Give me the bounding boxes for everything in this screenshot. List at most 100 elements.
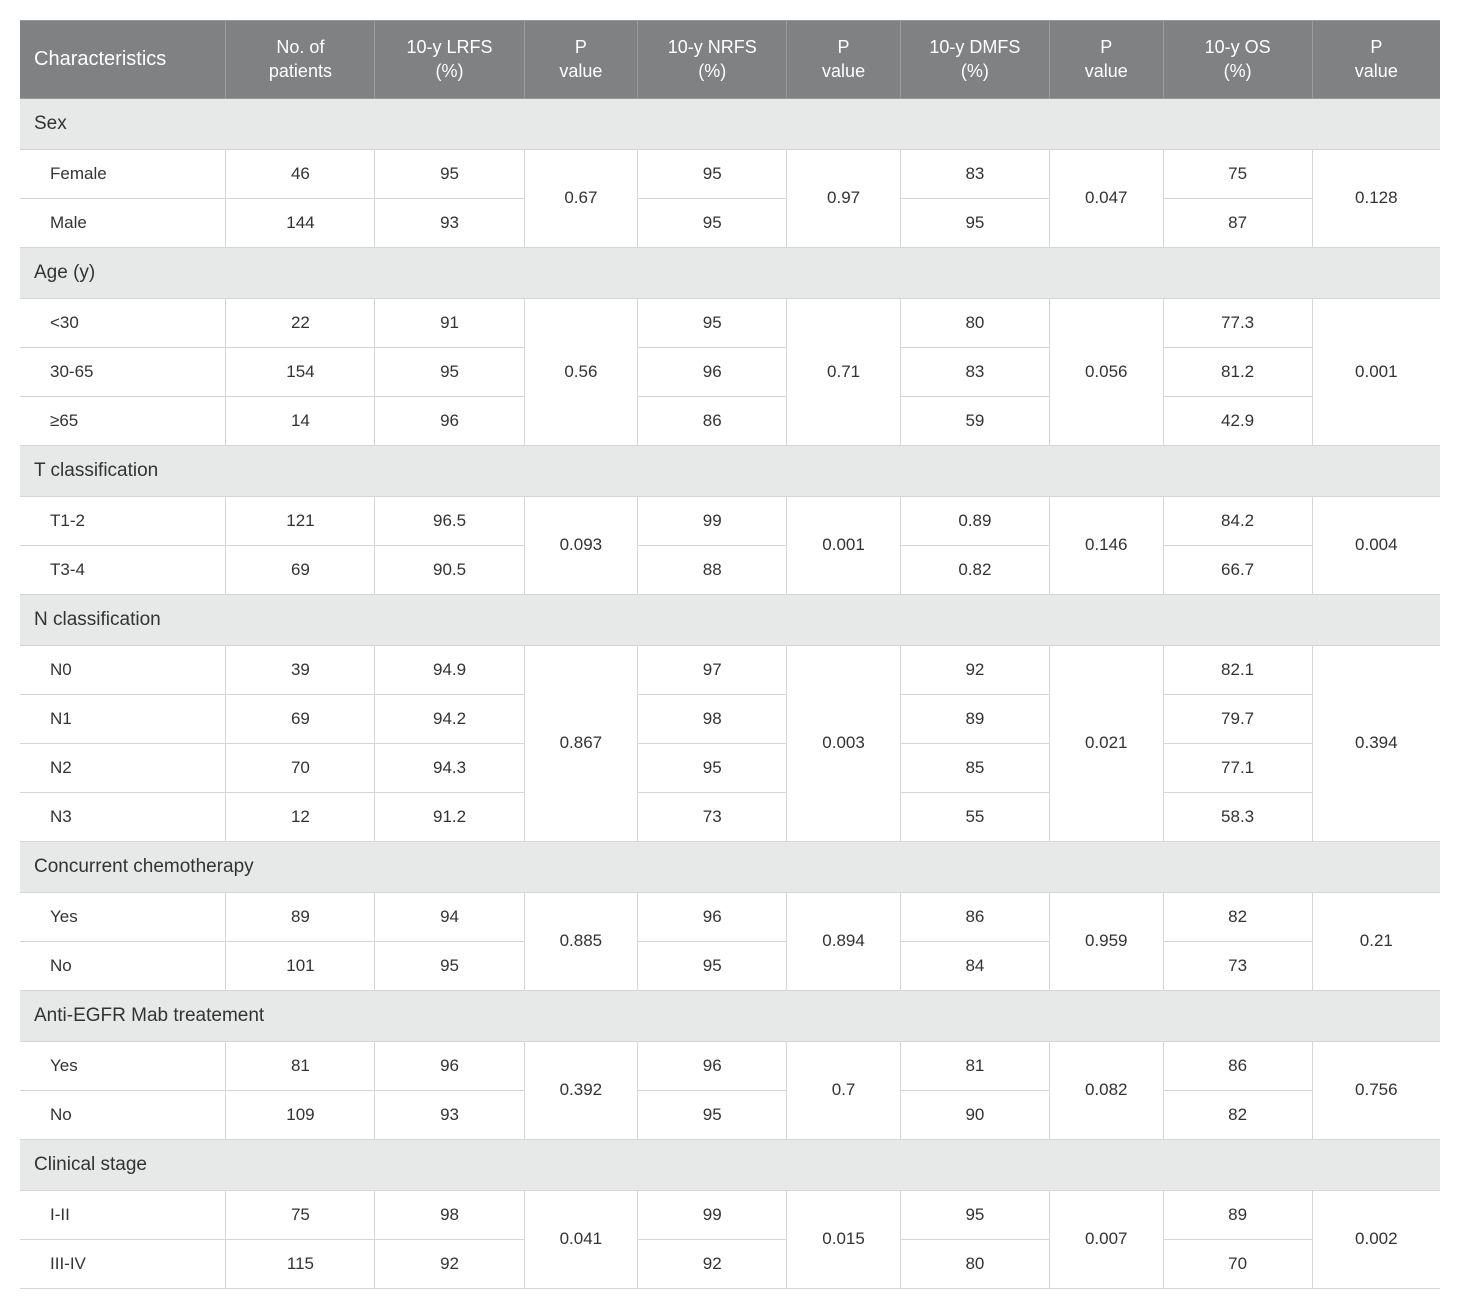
row-label: Female bbox=[20, 149, 226, 198]
table-row: Male14493959587 bbox=[20, 198, 1440, 247]
pvalue-nrfs: 0.7 bbox=[787, 1041, 901, 1139]
section-header: T classification bbox=[20, 445, 1440, 496]
col-p3: Pvalue bbox=[1049, 21, 1163, 99]
section-header: Concurrent chemotherapy bbox=[20, 841, 1440, 892]
table-row: N03994.90.867970.003920.02182.10.394 bbox=[20, 645, 1440, 694]
row-nrfs: 96 bbox=[638, 892, 787, 941]
pvalue-os: 0.004 bbox=[1312, 496, 1440, 594]
row-nrfs: 96 bbox=[638, 347, 787, 396]
section-header: Sex bbox=[20, 98, 1440, 149]
table-row: N31291.2735558.3 bbox=[20, 792, 1440, 841]
row-dmfs: 85 bbox=[900, 743, 1049, 792]
pvalue-lrfs: 0.867 bbox=[524, 645, 638, 841]
col-patients: No. ofpatients bbox=[226, 21, 375, 99]
pvalue-dmfs: 0.959 bbox=[1049, 892, 1163, 990]
row-os: 77.3 bbox=[1163, 298, 1312, 347]
section-header: N classification bbox=[20, 594, 1440, 645]
table-row: T1-212196.50.093990.0010.890.14684.20.00… bbox=[20, 496, 1440, 545]
pvalue-os: 0.128 bbox=[1312, 149, 1440, 247]
pvalue-os: 0.394 bbox=[1312, 645, 1440, 841]
pvalue-os: 0.002 bbox=[1312, 1190, 1440, 1288]
table-row: Yes89940.885960.894860.959820.21 bbox=[20, 892, 1440, 941]
row-dmfs: 95 bbox=[900, 1190, 1049, 1239]
row-lrfs: 95 bbox=[375, 347, 524, 396]
table-row: Yes81960.392960.7810.082860.756 bbox=[20, 1041, 1440, 1090]
row-dmfs: 92 bbox=[900, 645, 1049, 694]
pvalue-nrfs: 0.97 bbox=[787, 149, 901, 247]
row-os: 73 bbox=[1163, 941, 1312, 990]
row-nrfs: 95 bbox=[638, 1090, 787, 1139]
row-os: 77.1 bbox=[1163, 743, 1312, 792]
row-nrfs: 95 bbox=[638, 149, 787, 198]
table-row: N27094.3958577.1 bbox=[20, 743, 1440, 792]
row-label: III-IV bbox=[20, 1239, 226, 1288]
table-row: T3-46990.5880.8266.7 bbox=[20, 545, 1440, 594]
row-label: N1 bbox=[20, 694, 226, 743]
row-n: 14 bbox=[226, 396, 375, 445]
row-os: 82 bbox=[1163, 892, 1312, 941]
row-dmfs: 55 bbox=[900, 792, 1049, 841]
pvalue-lrfs: 0.67 bbox=[524, 149, 638, 247]
table-row: 30-6515495968381.2 bbox=[20, 347, 1440, 396]
row-lrfs: 93 bbox=[375, 1090, 524, 1139]
row-nrfs: 99 bbox=[638, 496, 787, 545]
row-lrfs: 96 bbox=[375, 1041, 524, 1090]
row-os: 87 bbox=[1163, 198, 1312, 247]
row-n: 101 bbox=[226, 941, 375, 990]
row-dmfs: 90 bbox=[900, 1090, 1049, 1139]
pvalue-nrfs: 0.003 bbox=[787, 645, 901, 841]
row-nrfs: 98 bbox=[638, 694, 787, 743]
pvalue-lrfs: 0.885 bbox=[524, 892, 638, 990]
row-lrfs: 95 bbox=[375, 941, 524, 990]
row-dmfs: 95 bbox=[900, 198, 1049, 247]
col-p1: Pvalue bbox=[524, 21, 638, 99]
section-header: Clinical stage bbox=[20, 1139, 1440, 1190]
row-os: 81.2 bbox=[1163, 347, 1312, 396]
col-p4: Pvalue bbox=[1312, 21, 1440, 99]
row-label: N2 bbox=[20, 743, 226, 792]
row-os: 82 bbox=[1163, 1090, 1312, 1139]
row-dmfs: 59 bbox=[900, 396, 1049, 445]
row-lrfs: 93 bbox=[375, 198, 524, 247]
row-dmfs: 81 bbox=[900, 1041, 1049, 1090]
header-row: Characteristics No. ofpatients 10-y LRFS… bbox=[20, 21, 1440, 99]
row-n: 12 bbox=[226, 792, 375, 841]
row-lrfs: 92 bbox=[375, 1239, 524, 1288]
pvalue-dmfs: 0.082 bbox=[1049, 1041, 1163, 1139]
pvalue-lrfs: 0.093 bbox=[524, 496, 638, 594]
row-os: 58.3 bbox=[1163, 792, 1312, 841]
row-os: 75 bbox=[1163, 149, 1312, 198]
row-n: 69 bbox=[226, 545, 375, 594]
row-dmfs: 0.89 bbox=[900, 496, 1049, 545]
row-n: 39 bbox=[226, 645, 375, 694]
row-n: 109 bbox=[226, 1090, 375, 1139]
row-nrfs: 97 bbox=[638, 645, 787, 694]
row-lrfs: 90.5 bbox=[375, 545, 524, 594]
row-nrfs: 96 bbox=[638, 1041, 787, 1090]
row-label: Male bbox=[20, 198, 226, 247]
table-row: I-II75980.041990.015950.007890.002 bbox=[20, 1190, 1440, 1239]
row-nrfs: 95 bbox=[638, 743, 787, 792]
col-nrfs: 10-y NRFS(%) bbox=[638, 21, 787, 99]
row-label: <30 bbox=[20, 298, 226, 347]
col-dmfs: 10-y DMFS(%) bbox=[900, 21, 1049, 99]
table-row: ≥651496865942.9 bbox=[20, 396, 1440, 445]
row-lrfs: 94 bbox=[375, 892, 524, 941]
row-dmfs: 83 bbox=[900, 149, 1049, 198]
row-n: 46 bbox=[226, 149, 375, 198]
row-nrfs: 95 bbox=[638, 198, 787, 247]
col-lrfs: 10-y LRFS(%) bbox=[375, 21, 524, 99]
row-lrfs: 95 bbox=[375, 149, 524, 198]
row-lrfs: 91 bbox=[375, 298, 524, 347]
row-lrfs: 96.5 bbox=[375, 496, 524, 545]
row-label: T1-2 bbox=[20, 496, 226, 545]
table-row: N16994.2988979.7 bbox=[20, 694, 1440, 743]
pvalue-dmfs: 0.021 bbox=[1049, 645, 1163, 841]
row-nrfs: 86 bbox=[638, 396, 787, 445]
section-header: Anti-EGFR Mab treatement bbox=[20, 990, 1440, 1041]
pvalue-dmfs: 0.007 bbox=[1049, 1190, 1163, 1288]
pvalue-lrfs: 0.041 bbox=[524, 1190, 638, 1288]
row-dmfs: 80 bbox=[900, 1239, 1049, 1288]
row-dmfs: 80 bbox=[900, 298, 1049, 347]
row-os: 84.2 bbox=[1163, 496, 1312, 545]
